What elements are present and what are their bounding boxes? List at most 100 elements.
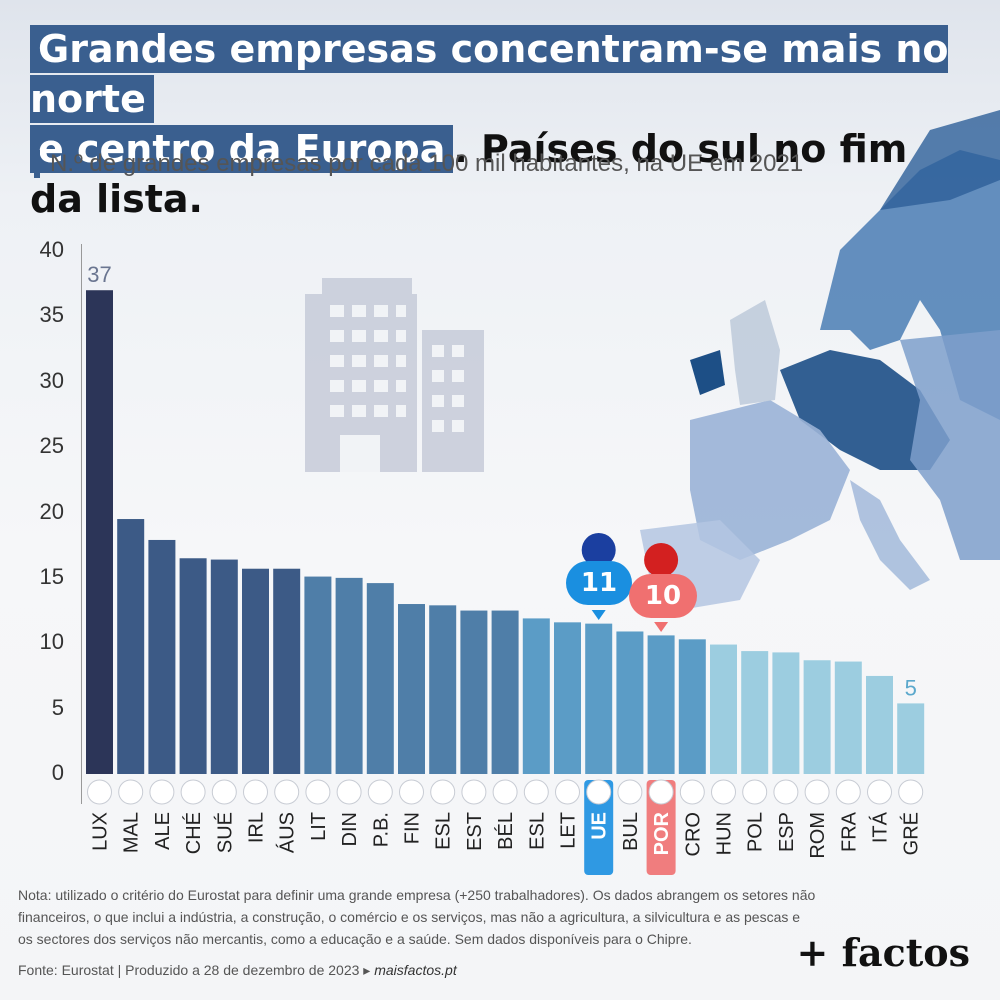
bar — [866, 675, 893, 774]
flag-icon — [711, 779, 736, 805]
ireland-map-shape — [690, 350, 725, 395]
flag-icon — [461, 779, 487, 805]
eu-pointer — [591, 610, 606, 620]
flag-icon — [898, 779, 924, 805]
flag-icon — [180, 779, 206, 805]
category-label: GRÉ — [900, 812, 923, 855]
eastern-europe-map-shape — [900, 330, 1000, 560]
bar — [741, 651, 769, 774]
flag-icon — [617, 779, 643, 805]
flag-icon — [305, 779, 331, 805]
pt-value-bubble: 10 — [629, 574, 697, 618]
bar — [429, 605, 457, 774]
bar — [366, 583, 394, 774]
y-tick-label: 35 — [39, 302, 64, 328]
central-europe-map-shape — [780, 350, 950, 470]
category-label: ROM — [807, 812, 829, 859]
category-label: UE — [589, 812, 611, 840]
bar — [616, 631, 644, 774]
category-label: ITÁ — [869, 811, 892, 843]
flag-icon — [367, 779, 393, 805]
flag-icon — [149, 779, 175, 805]
category-label: ÁUS — [276, 812, 299, 853]
chart-subtitle: N.º de grandes empresas por cada 100 mil… — [34, 150, 803, 178]
bar — [772, 652, 800, 774]
category-label: BÉL — [494, 812, 517, 850]
bar — [179, 558, 207, 774]
source-site: maisfactos.pt — [374, 962, 457, 978]
y-tick-label: 10 — [39, 629, 64, 655]
flag-icon — [555, 779, 580, 805]
flag-icon — [211, 779, 237, 805]
value-label-max: 37 — [87, 262, 111, 287]
flag-icon — [243, 779, 268, 805]
bar — [710, 644, 737, 774]
category-label: LET — [558, 812, 580, 849]
flag-icon — [492, 779, 518, 805]
flag-icon — [867, 779, 892, 805]
category-label: P.B. — [370, 812, 392, 847]
flag-icon — [430, 779, 456, 805]
category-label: ALE — [152, 812, 174, 850]
bar — [86, 290, 113, 774]
y-tick-label: 25 — [39, 433, 64, 459]
y-tick-label: 40 — [39, 237, 64, 262]
bar — [897, 703, 925, 774]
nordic-north-map-shape — [880, 110, 1000, 210]
category-label: ESL — [433, 812, 455, 850]
eu-highlight-strip — [584, 780, 614, 875]
category-label: MAL — [121, 812, 143, 853]
title-highlight-2: e centro da Europa — [30, 125, 454, 173]
bar — [491, 610, 519, 774]
category-label: HUN — [714, 812, 736, 855]
bar — [304, 576, 332, 774]
category-label: CHÉ — [182, 812, 205, 854]
source-line: Fonte: Eurostat | Produzido a 28 de deze… — [18, 962, 457, 979]
category-label: EST — [464, 812, 486, 851]
buildings-icon — [305, 278, 484, 472]
bar — [242, 568, 269, 774]
bar — [585, 623, 613, 774]
bar — [460, 610, 488, 774]
category-label: BUL — [620, 812, 642, 851]
eu-flag-icon — [581, 533, 616, 567]
pt-pointer — [654, 622, 669, 632]
bar — [210, 559, 238, 774]
category-label: FIN — [402, 812, 424, 844]
bar — [522, 618, 550, 774]
category-label: LUX — [90, 812, 112, 851]
bar — [273, 568, 301, 774]
flag-icon — [336, 779, 362, 805]
flag-icon — [399, 779, 424, 805]
flag-icon — [773, 779, 799, 805]
y-tick-label: 15 — [39, 563, 64, 589]
category-label: POL — [745, 812, 767, 852]
chart-title: Grandes empresas concentram-se mais no n… — [30, 24, 970, 224]
category-label: ESL — [526, 812, 548, 850]
flag-icon — [118, 779, 144, 805]
footnote: Nota: utilizado o critério do Eurostat p… — [18, 887, 816, 947]
y-tick-label: 20 — [39, 498, 64, 524]
portugal-flag-icon — [644, 543, 679, 577]
bar — [678, 639, 706, 774]
category-label: IRL — [246, 812, 268, 843]
source-text: Fonte: Eurostat | Produzido a 28 de deze… — [18, 962, 375, 978]
uk-map-shape — [730, 300, 780, 405]
flag-icon — [87, 779, 112, 805]
flag-icon — [742, 779, 768, 805]
category-label: LIT — [308, 812, 330, 841]
eu-value-bubble: 11 — [566, 561, 632, 605]
pt-highlight-strip — [646, 780, 676, 875]
title-rest: . Países do sul no fim da lista. — [30, 127, 908, 221]
bar — [803, 660, 831, 774]
bar — [117, 519, 145, 774]
category-label: DIN — [339, 812, 361, 846]
y-tick-label: 30 — [39, 367, 64, 393]
bar — [834, 661, 862, 774]
y-tick-label: 5 — [51, 694, 64, 720]
flag-icon — [586, 779, 612, 805]
flag-icon — [274, 779, 300, 805]
category-label: ESP — [776, 812, 798, 852]
